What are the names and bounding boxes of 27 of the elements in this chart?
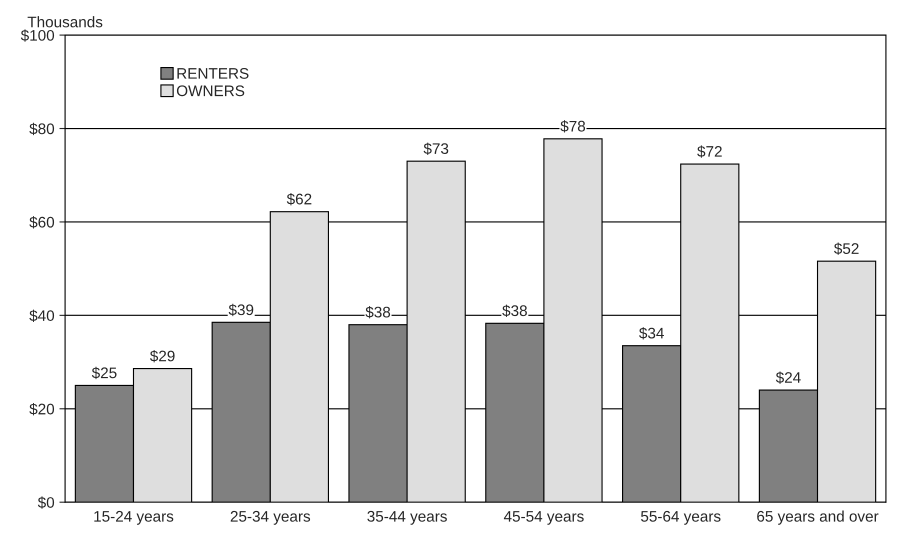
y-tick-label: $40 bbox=[29, 310, 54, 322]
data-label: $78 bbox=[560, 120, 586, 133]
data-label: $24 bbox=[776, 371, 801, 384]
x-tick-label: 45-54 years bbox=[504, 511, 584, 525]
data-label: $73 bbox=[424, 142, 448, 155]
y-tick-label: $0 bbox=[38, 496, 54, 509]
x-tick-label: 15-24 years bbox=[94, 510, 174, 525]
x-tick-label: 55-64 years bbox=[640, 510, 721, 525]
y-tick-label: $20 bbox=[29, 403, 54, 416]
data-label: $25 bbox=[92, 366, 117, 380]
data-label: $52 bbox=[834, 242, 859, 255]
y-tick-label: $100 bbox=[20, 29, 54, 42]
y-tick-label: $60 bbox=[29, 216, 54, 229]
legend-label: RENTERS bbox=[177, 68, 248, 79]
data-label: $62 bbox=[286, 193, 312, 206]
data-label: $38 bbox=[365, 306, 390, 318]
y-axis-title: Thousands bbox=[28, 16, 102, 28]
y-tick-label: $80 bbox=[29, 122, 54, 136]
data-label: $39 bbox=[228, 304, 254, 316]
x-tick-label: 25-34 years bbox=[230, 510, 310, 525]
data-label: $72 bbox=[697, 145, 722, 158]
data-label: $29 bbox=[150, 350, 175, 362]
x-tick-label: 35-44 years bbox=[367, 510, 447, 525]
data-label: $38 bbox=[502, 304, 527, 318]
legend-label: OWNERS bbox=[176, 85, 244, 96]
data-label: $34 bbox=[639, 327, 664, 340]
x-tick-label: 65 years and over bbox=[757, 510, 878, 525]
